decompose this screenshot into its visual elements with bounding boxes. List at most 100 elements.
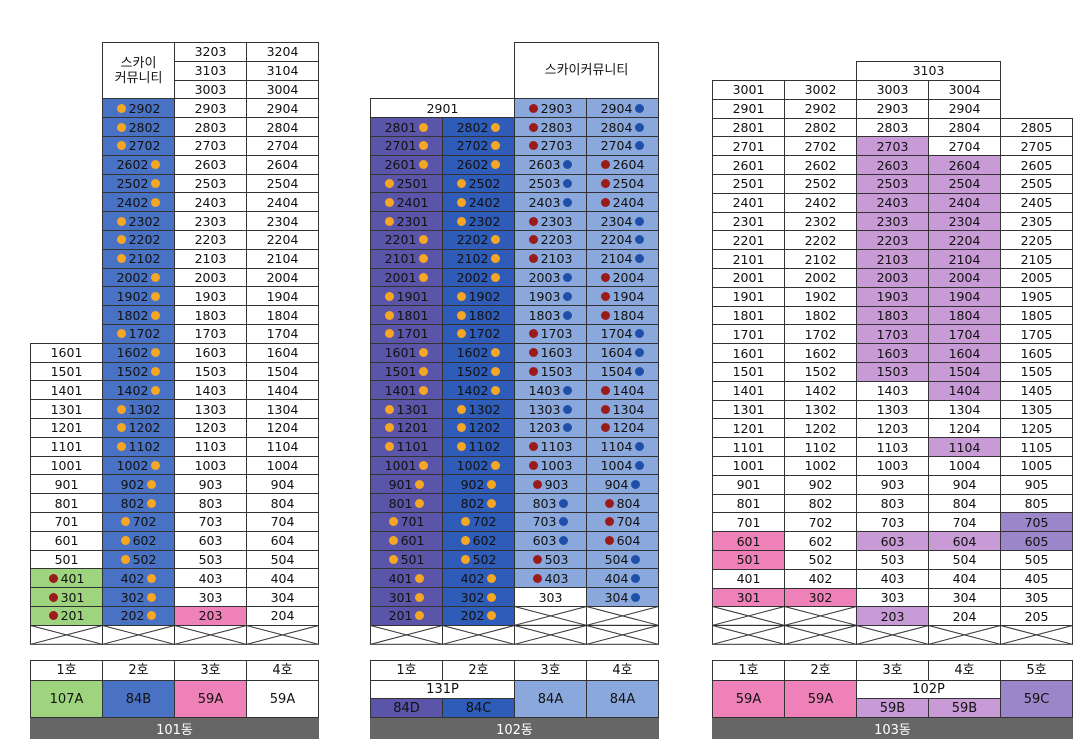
unit-number: 2502: [116, 175, 149, 191]
unit-cell: 1701: [370, 324, 443, 344]
unit-cell: 3103: [856, 61, 1001, 81]
empty-cell: [102, 624, 175, 645]
marker-dot: [116, 103, 126, 113]
unit-number: 2402: [116, 194, 149, 210]
marker-dot: [491, 385, 501, 395]
unit-cell: 1001: [370, 455, 443, 476]
unit-number: 1301: [732, 401, 765, 417]
unit-number: 1402: [116, 382, 149, 398]
unit-number: 303: [880, 589, 905, 605]
unit-cell: 504: [586, 549, 659, 570]
unit-number: 2304: [948, 213, 981, 229]
unit-number: 2501: [396, 175, 429, 191]
unit-number: 1803: [194, 307, 227, 323]
unit-number: 1403: [194, 382, 227, 398]
unit-type: 84A: [586, 680, 659, 718]
unit-number: 1705: [1020, 326, 1053, 342]
unit-cell: 204: [246, 606, 319, 626]
unit-number: 302: [120, 589, 145, 605]
unit-number: 1501: [732, 364, 765, 380]
unit-cell: 2501: [370, 173, 443, 194]
unit-number: 2901: [426, 100, 459, 116]
unit-number: 1305: [1020, 401, 1053, 417]
unit-cell: 2802: [442, 117, 515, 137]
unit-cell: 404: [246, 568, 319, 589]
unit-number: 2503: [528, 175, 561, 191]
unit-cell: 1402: [442, 380, 515, 401]
unit-number: 1804: [612, 307, 645, 323]
unit-cell: 502: [442, 549, 515, 570]
unit-cell: 1201: [30, 418, 103, 438]
unit-cell: 2904: [928, 98, 1001, 119]
unit-cell: 401: [370, 568, 443, 589]
unit-cell: 802: [442, 493, 515, 513]
unit-cell: 1201: [370, 418, 443, 438]
unit-number: 1801: [732, 307, 765, 323]
unit-number: 1503: [194, 363, 227, 379]
marker-dot: [419, 235, 429, 245]
unit-number: 2001: [384, 269, 417, 285]
unit-type: 59C: [1000, 680, 1073, 718]
unit-cell: 1102: [442, 436, 515, 457]
unit-cell: 1103: [174, 436, 247, 457]
unit-cell: 703: [856, 512, 929, 533]
unit-number: 304: [270, 589, 295, 605]
unit-cell: 1101: [30, 436, 103, 457]
unit-cell: 904: [246, 474, 319, 495]
unit-number: 1201: [732, 420, 765, 436]
unit-number: 1704: [266, 326, 299, 342]
marker-dot: [635, 235, 645, 245]
unit-number: 201: [388, 608, 413, 624]
marker-dot: [491, 272, 501, 282]
unit-cell: 202: [102, 606, 175, 626]
unit-cell: 1401: [30, 380, 103, 401]
unit-number: 501: [54, 551, 79, 567]
unit-cell: 1603: [514, 342, 587, 363]
unit-number: 1902: [468, 288, 501, 304]
unit-number: 1105: [1020, 439, 1053, 455]
unit-cell: 1304: [928, 399, 1001, 420]
unit-number: 2203: [194, 232, 227, 248]
unit-cell: 1805: [1000, 305, 1073, 326]
unit-cell: 3001: [712, 80, 785, 100]
unit-number: 402: [460, 570, 485, 586]
marker-dot: [151, 348, 161, 358]
marker-dot: [491, 141, 501, 151]
unit-cell: 1404: [586, 380, 659, 401]
unit-cell: 303: [174, 587, 247, 607]
unit-cell: 1602: [102, 342, 175, 363]
unit-cell: 801: [712, 493, 785, 514]
unit-cell: 1703: [514, 324, 587, 344]
unit-number: 2904: [266, 100, 299, 116]
unit-cell: 2504: [928, 174, 1001, 194]
unit-cell: 2003: [174, 267, 247, 288]
unit-number: 2403: [194, 194, 227, 210]
unit-cell: 1703: [174, 324, 247, 344]
unit-cell: 1903: [856, 286, 929, 307]
unit-number: 301: [60, 589, 85, 605]
unit-number: 1503: [876, 364, 909, 380]
unit-number: 804: [270, 495, 295, 511]
unit-number: 2103: [876, 251, 909, 267]
unit-number: 1302: [804, 401, 837, 417]
unit-cell: 1004: [586, 455, 659, 476]
unit-cell: 2601: [370, 154, 443, 175]
unit-cell: 1802: [442, 305, 515, 325]
unit-number: 803: [532, 495, 557, 511]
unit-number: 2701: [384, 138, 417, 154]
unit-number: 2602: [456, 157, 489, 173]
unit-type: 59A: [246, 680, 319, 718]
unit-cell: 2402: [102, 192, 175, 213]
marker-dot: [384, 178, 394, 188]
unit-cell: 2702: [442, 136, 515, 156]
marker-dot: [563, 404, 573, 414]
unit-cell: 704: [246, 512, 319, 532]
unit-number: 1403: [528, 382, 561, 398]
unit-cell: 702: [784, 512, 857, 533]
unit-cell: 2101: [712, 249, 785, 269]
marker-dot: [384, 310, 394, 320]
unit-number: 1502: [804, 364, 837, 380]
unit-number: 504: [952, 552, 977, 568]
unit-cell: 401: [712, 568, 785, 589]
unit-cell: 2805: [1000, 117, 1073, 138]
